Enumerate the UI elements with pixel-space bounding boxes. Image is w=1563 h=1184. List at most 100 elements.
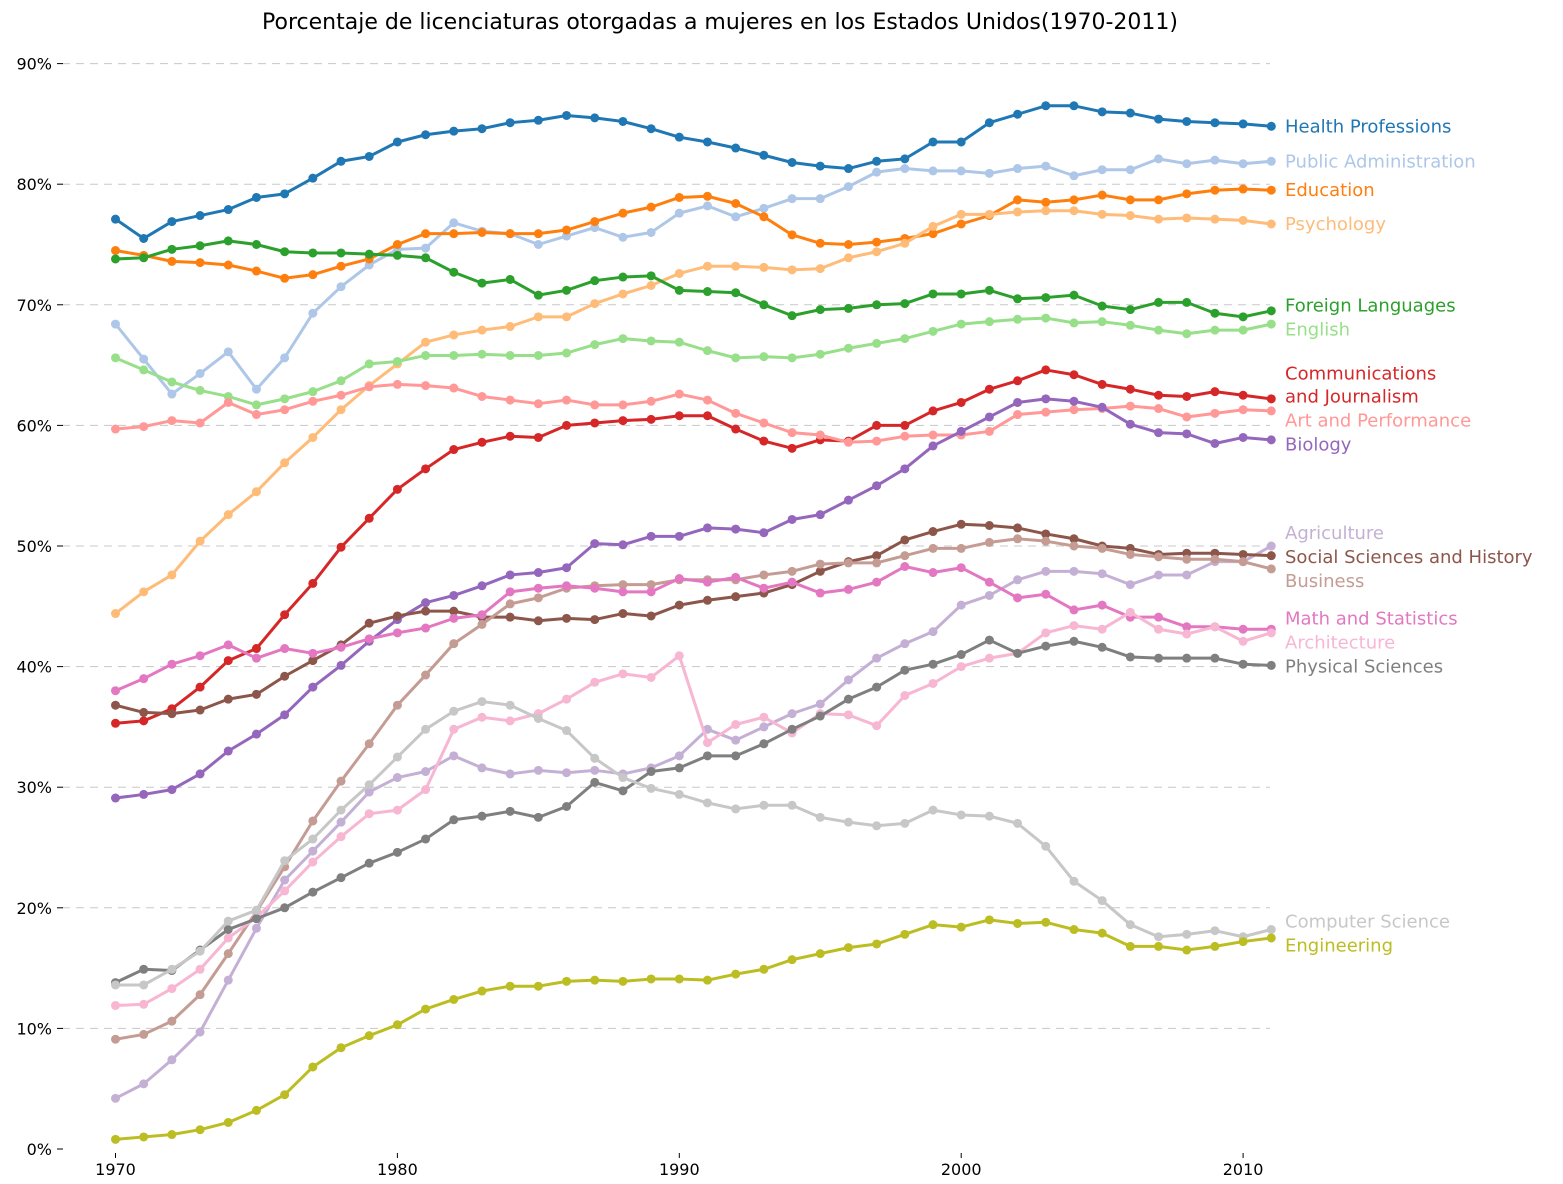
series-label-foreign-languages: Foreign Languages: [1285, 296, 1456, 317]
data-point: [111, 1093, 120, 1103]
data-point: [872, 420, 882, 430]
data-point: [223, 205, 233, 215]
data-point: [223, 510, 233, 520]
data-point: [421, 623, 431, 633]
data-point: [1154, 154, 1164, 164]
data-point: [505, 981, 515, 991]
data-point: [336, 390, 346, 400]
data-point: [562, 976, 572, 986]
data-point: [1041, 407, 1051, 417]
series-line: [114, 638, 1273, 985]
y-tick-label: 10%: [16, 1019, 52, 1038]
data-point: [787, 311, 797, 321]
data-point: [280, 875, 290, 885]
data-point: [111, 214, 120, 224]
data-point: [815, 566, 825, 576]
data-point: [477, 763, 487, 773]
data-point: [533, 765, 543, 775]
data-point: [674, 751, 684, 761]
data-point: [111, 353, 120, 363]
data-point: [477, 227, 487, 237]
data-point: [759, 570, 769, 580]
data-point: [167, 244, 177, 254]
data-point: [900, 164, 910, 174]
data-point: [928, 221, 938, 231]
data-point: [139, 707, 149, 717]
data-point: [1266, 185, 1276, 195]
data-point: [505, 806, 515, 816]
data-point: [590, 753, 600, 763]
series-line: [114, 209, 1273, 616]
data-point: [618, 289, 628, 299]
data-point: [223, 933, 233, 943]
data-point: [702, 346, 712, 356]
data-point: [956, 922, 966, 932]
data-point: [1013, 109, 1023, 119]
data-point: [646, 580, 656, 590]
series-label-biology: Biology: [1285, 434, 1352, 455]
data-point: [843, 943, 853, 953]
data-point: [731, 353, 741, 363]
data-point: [674, 651, 684, 661]
data-point: [421, 229, 431, 239]
data-point: [449, 815, 459, 825]
data-point: [900, 420, 910, 430]
data-point: [759, 583, 769, 593]
data-point: [167, 389, 177, 399]
data-point: [1238, 312, 1248, 322]
data-point: [195, 385, 205, 395]
data-point: [1041, 529, 1051, 539]
data-point: [1097, 543, 1107, 553]
data-point: [731, 592, 741, 602]
data-point: [139, 1029, 149, 1039]
data-point: [421, 767, 431, 777]
data-point: [1097, 107, 1107, 117]
data-point: [1238, 624, 1248, 634]
data-point: [505, 716, 515, 726]
data-point: [1210, 438, 1220, 448]
data-point: [1125, 195, 1135, 205]
data-point: [195, 258, 205, 268]
data-point: [139, 233, 149, 243]
data-point: [1182, 570, 1192, 580]
data-point: [533, 432, 543, 442]
data-point: [590, 299, 600, 309]
series-line: [114, 522, 1273, 716]
data-point: [815, 559, 825, 569]
data-point: [1238, 659, 1248, 669]
data-point: [984, 915, 994, 925]
data-point: [872, 682, 882, 692]
data-point: [449, 330, 459, 340]
data-point: [505, 612, 515, 622]
data-point: [1182, 629, 1192, 639]
data-point: [1125, 941, 1135, 951]
data-point: [111, 980, 120, 990]
data-point: [195, 705, 205, 715]
data-point: [984, 426, 994, 436]
data-point: [167, 984, 177, 994]
data-point: [195, 369, 205, 379]
data-point: [872, 551, 882, 561]
data-point: [872, 156, 882, 166]
data-point: [618, 609, 628, 619]
data-point: [1238, 390, 1248, 400]
data-point: [815, 264, 825, 274]
series-line: [114, 157, 1273, 396]
data-point: [900, 464, 910, 474]
data-point: [167, 785, 177, 795]
data-point: [195, 769, 205, 779]
y-tick-label: 90%: [16, 55, 52, 74]
data-point: [167, 416, 177, 426]
data-point: [477, 712, 487, 722]
data-point: [223, 916, 233, 926]
data-point: [364, 151, 374, 161]
data-point: [843, 584, 853, 594]
data-point: [1069, 876, 1079, 886]
series-line: [114, 187, 1273, 280]
data-point: [1125, 165, 1135, 175]
data-point: [1041, 197, 1051, 207]
series-line: [114, 239, 1273, 319]
data-point: [1125, 419, 1135, 429]
data-point: [111, 424, 120, 434]
data-point: [477, 349, 487, 359]
